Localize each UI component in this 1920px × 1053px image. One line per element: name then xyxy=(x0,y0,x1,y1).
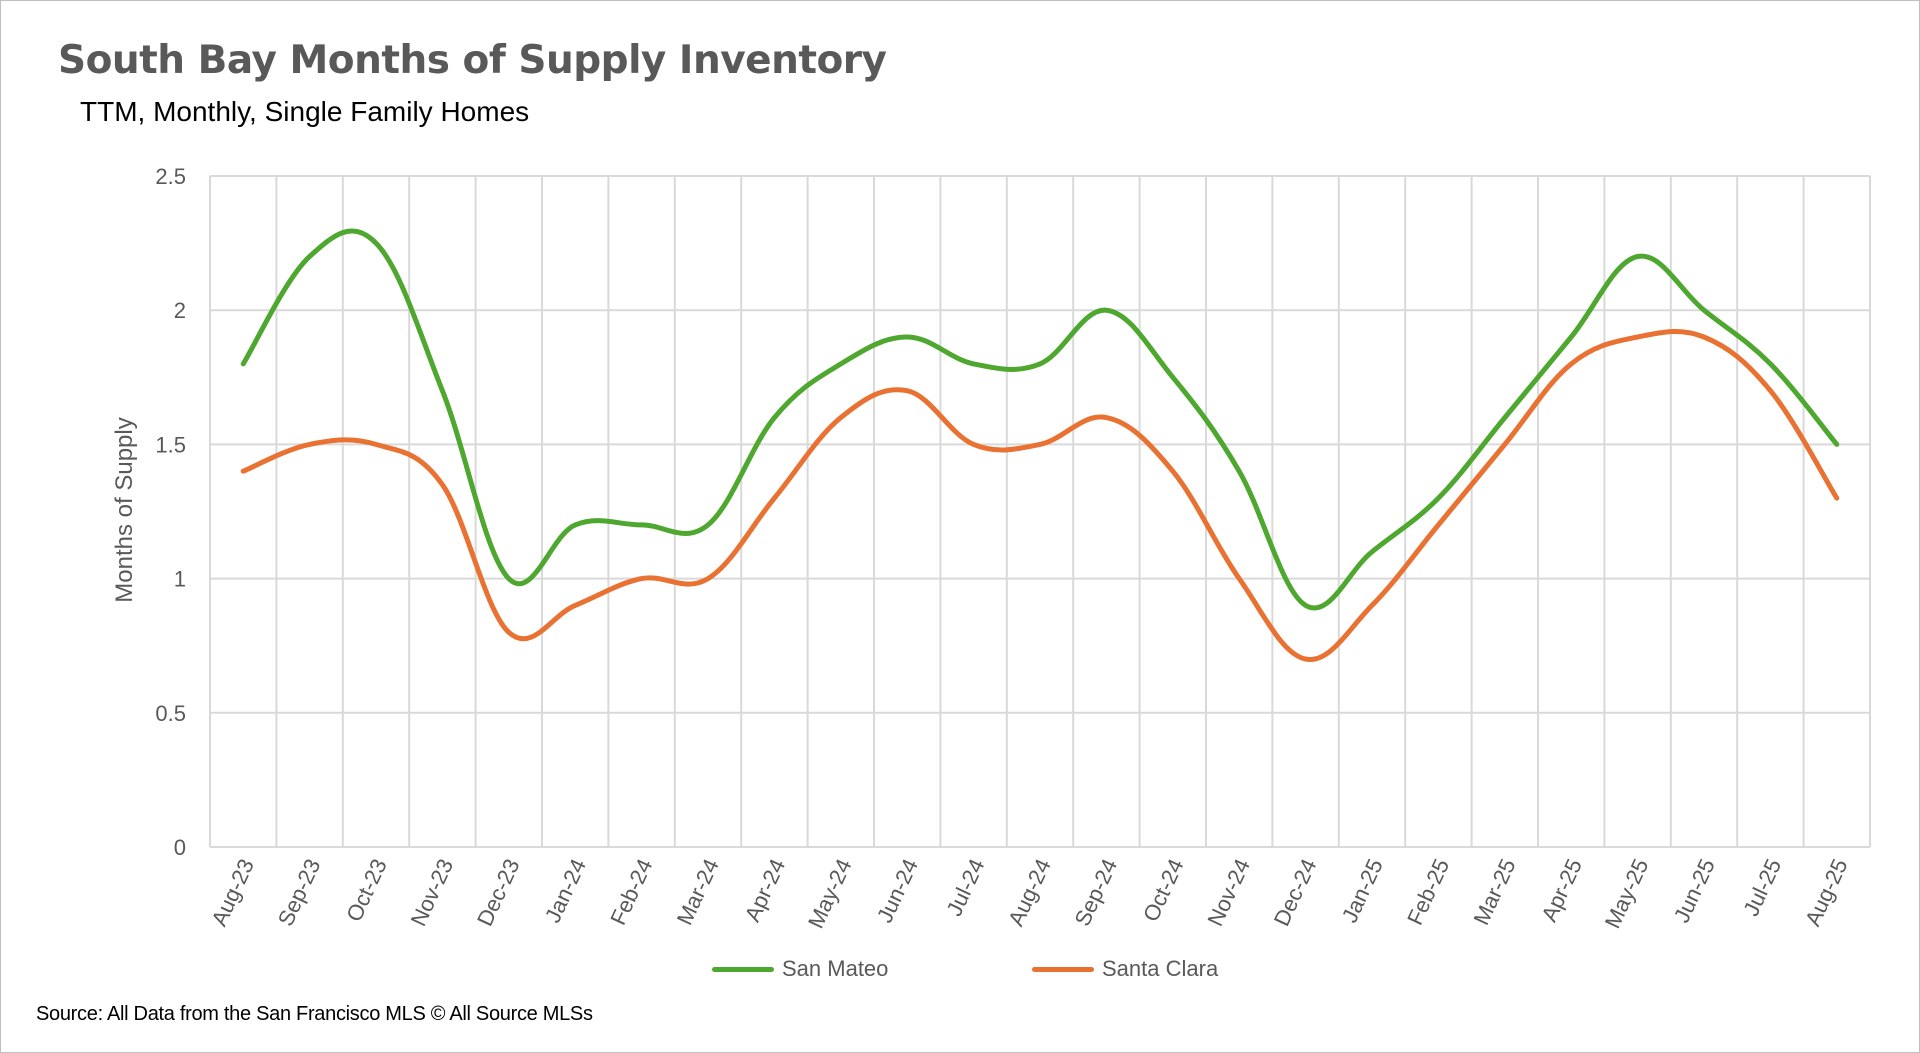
y-tick-label: 0 xyxy=(174,835,186,860)
x-tick-label: Feb-25 xyxy=(1402,855,1454,929)
x-tick-label: Mar-25 xyxy=(1468,855,1520,929)
x-tick-label: Nov-23 xyxy=(406,855,459,930)
source-note: Source: All Data from the San Francisco … xyxy=(36,1003,593,1025)
x-tick-label: Jun-24 xyxy=(872,855,923,927)
x-tick-label: Apr-25 xyxy=(1536,855,1587,925)
legend-label-santa-clara: Santa Clara xyxy=(1102,956,1219,981)
y-tick-label: 2 xyxy=(174,298,186,323)
x-tick-label: Dec-23 xyxy=(472,855,525,930)
x-tick-label: Jun-25 xyxy=(1669,855,1720,927)
x-tick-label: Jul-25 xyxy=(1738,855,1786,920)
y-tick-label: 1 xyxy=(174,567,186,592)
x-tick-label: Nov-24 xyxy=(1202,855,1255,930)
x-tick-label: Apr-24 xyxy=(740,855,791,925)
x-tick-label: Aug-25 xyxy=(1800,855,1853,930)
y-tick-label: 0.5 xyxy=(155,701,186,726)
x-tick-label: Feb-24 xyxy=(605,855,657,929)
x-tick-label: Aug-23 xyxy=(206,855,259,930)
x-tick-label: Sep-23 xyxy=(273,855,326,930)
legend: San Mateo Santa Clara xyxy=(0,952,1920,986)
x-tick-label: Mar-24 xyxy=(672,855,724,929)
x-tick-label: May-25 xyxy=(1600,855,1654,932)
x-tick-label: Oct-23 xyxy=(341,855,392,925)
legend-label-san-mateo: San Mateo xyxy=(782,956,889,981)
series-lines xyxy=(240,228,1840,662)
series-line-san-mateo xyxy=(240,228,1840,611)
gridlines xyxy=(209,175,1871,847)
legend-swatch-santa-clara xyxy=(1032,966,1094,972)
series-line-santa-clara xyxy=(240,328,1840,662)
chart-title: South Bay Months of Supply Inventory xyxy=(58,38,887,83)
x-tick-label: Aug-24 xyxy=(1003,855,1056,930)
chart-subtitle: TTM, Monthly, Single Family Homes xyxy=(80,96,530,127)
legend-item-san-mateo: San Mateo xyxy=(712,952,888,986)
legend-swatch-san-mateo xyxy=(712,966,774,972)
y-axis-title: Months of Supply xyxy=(111,417,138,602)
x-tick-label: Jan-24 xyxy=(540,855,591,927)
x-tick-label: Sep-24 xyxy=(1070,855,1123,930)
y-tick-label: 2.5 xyxy=(155,164,186,189)
x-tick-label: May-24 xyxy=(803,855,857,932)
legend-item-santa-clara: Santa Clara xyxy=(1032,952,1218,986)
x-tick-label: Dec-24 xyxy=(1269,855,1322,930)
x-tick-label: Oct-24 xyxy=(1138,855,1189,925)
x-tick-label: Jan-25 xyxy=(1337,855,1388,927)
y-tick-label: 1.5 xyxy=(155,432,186,457)
x-tick-label: Jul-24 xyxy=(941,855,989,920)
